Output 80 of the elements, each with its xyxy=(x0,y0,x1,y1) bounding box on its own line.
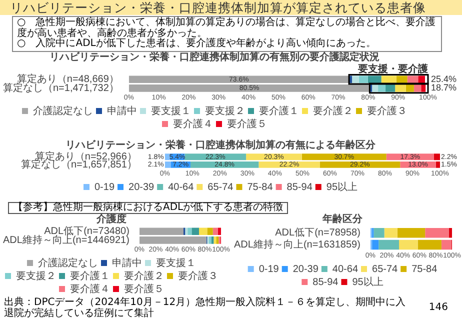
bar xyxy=(188,228,192,236)
text: ○ 急性期一般病棟において、体制加算の算定ありの場合は、算定なしの場合と比べ、要介護度が高い患者や、高齢の患者が多かった。 xyxy=(17,17,437,38)
legend-label: 85-94 xyxy=(312,276,339,288)
bar xyxy=(199,228,208,236)
bar xyxy=(425,228,449,238)
legend-label: 要介護４ xyxy=(173,118,213,130)
legend-label: 75-84 xyxy=(412,264,438,275)
chart-title: 年齢区分 xyxy=(322,212,364,225)
y-tick-label: ADL維持～向上(n=1631859) xyxy=(234,238,360,250)
legend-label: 85-94 xyxy=(286,182,313,193)
bar xyxy=(216,236,219,244)
legend-label: 65-74 xyxy=(208,182,234,193)
legend-label: 20-39 xyxy=(128,182,155,193)
text: リハビリテーション・栄養・口腔連携体制加算が算定されている患者像 xyxy=(0,0,462,15)
bar xyxy=(407,76,418,84)
legend-label: 要介護５ xyxy=(124,282,164,295)
legend-label: 95以上 xyxy=(352,276,384,288)
legend-label: 要介護３ xyxy=(178,270,218,282)
legend-label: 40-64 xyxy=(332,264,358,275)
text: 【参考】急性期一般病棟におけるADLが低下する患者の特徴 xyxy=(8,202,288,214)
bar xyxy=(386,84,396,92)
bar xyxy=(399,240,418,250)
text: ○ 入院中にADLが低下した患者は、要介護度や年齢がより高い傾向にあった。 xyxy=(17,38,377,50)
legend-label: 65-74 xyxy=(372,264,398,275)
legend-label: 要介護２ xyxy=(313,104,353,117)
bar xyxy=(374,228,384,238)
legend-label: 介護認定なし xyxy=(33,104,93,117)
legend-label: 申請中 xyxy=(107,104,137,117)
legend-label: 要支援１ xyxy=(151,104,191,117)
legend-label: 75-84 xyxy=(247,182,274,193)
bar xyxy=(368,76,382,84)
legend-label: 95以上 xyxy=(326,180,358,193)
bar xyxy=(352,76,359,84)
bar xyxy=(421,84,426,92)
y-tick-label: ADL低下(n=78958) xyxy=(275,228,360,239)
bar xyxy=(207,228,213,236)
bar xyxy=(378,240,400,250)
legend-label: 40-64 xyxy=(168,182,194,193)
annotation: 25.4% xyxy=(431,74,457,84)
bar xyxy=(441,240,452,250)
text: 要支援・要介護 xyxy=(357,62,428,75)
bar xyxy=(212,228,218,236)
legend-label: 要支援１ xyxy=(156,256,196,269)
bar xyxy=(192,228,200,236)
legend-label: 20-39 xyxy=(292,264,319,275)
bar xyxy=(384,228,398,238)
chart-title: 介護度 xyxy=(96,212,126,225)
bar xyxy=(372,84,378,92)
legend-label: 要介護５ xyxy=(227,118,267,130)
legend-label: 要介護１ xyxy=(70,270,110,282)
bar xyxy=(418,240,442,250)
bar xyxy=(395,84,406,92)
legend-label: 0-19 xyxy=(258,264,280,275)
bar xyxy=(208,236,212,244)
bar xyxy=(358,76,368,84)
annotation: 18.7% xyxy=(431,82,457,93)
bar xyxy=(381,76,396,84)
text: 146 xyxy=(428,302,448,313)
legend-label: 要支援２ xyxy=(16,270,56,282)
bar xyxy=(372,240,379,250)
legend-label: 0-19 xyxy=(94,182,115,193)
legend-label: 要介護２ xyxy=(124,270,164,282)
bar xyxy=(214,236,216,244)
legend-label: 要支援２ xyxy=(205,104,245,117)
bar xyxy=(396,76,408,84)
bar xyxy=(397,228,426,238)
chart-title: リハビリテーション・栄養・口腔連携体制加算の有無による年齢区分 xyxy=(66,138,376,151)
source-note: 出典：DPCデータ（2024年10月－12月）急性期一般入院料１－６を算定し、期間中に入退院が完結している症例にて集計 xyxy=(4,297,407,319)
legend-label: 介護認定なし xyxy=(38,256,98,269)
chart-title: リハビリテーション・栄養・口腔連携体制加算の有無別の要介護認定状況 xyxy=(50,50,380,63)
bar xyxy=(406,84,414,92)
legend-label: 要介護１ xyxy=(259,104,299,117)
bar xyxy=(418,76,426,84)
bar xyxy=(185,228,188,236)
bar xyxy=(448,228,452,238)
legend-label: 要介護３ xyxy=(367,104,407,117)
bar xyxy=(378,84,386,92)
legend-label: 申請中 xyxy=(112,256,142,269)
legend-label: 要介護４ xyxy=(70,282,110,295)
bar xyxy=(414,84,422,92)
